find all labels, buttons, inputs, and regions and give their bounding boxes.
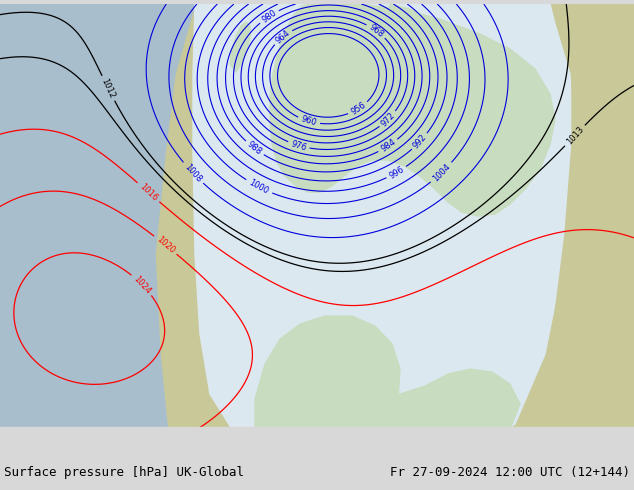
Text: 1000: 1000 bbox=[247, 178, 270, 196]
Text: 988: 988 bbox=[245, 140, 264, 157]
Text: 968: 968 bbox=[367, 23, 385, 39]
Text: 984: 984 bbox=[379, 138, 398, 154]
Text: 1013: 1013 bbox=[564, 125, 585, 147]
Polygon shape bbox=[230, 22, 250, 72]
Text: 996: 996 bbox=[387, 165, 406, 180]
Text: 960: 960 bbox=[300, 115, 318, 128]
Polygon shape bbox=[255, 316, 400, 454]
Polygon shape bbox=[193, 4, 575, 454]
Text: 1024: 1024 bbox=[132, 274, 152, 295]
Text: 956: 956 bbox=[349, 100, 368, 117]
Polygon shape bbox=[515, 4, 634, 454]
Polygon shape bbox=[387, 4, 465, 106]
Polygon shape bbox=[262, 369, 520, 454]
Text: 976: 976 bbox=[290, 139, 308, 152]
Text: 964: 964 bbox=[274, 28, 292, 46]
Text: 980: 980 bbox=[260, 8, 278, 24]
Bar bbox=[0, 427, 634, 455]
Polygon shape bbox=[270, 4, 555, 216]
Text: 1012: 1012 bbox=[100, 77, 117, 100]
Polygon shape bbox=[0, 4, 195, 454]
Text: 1008: 1008 bbox=[183, 162, 204, 184]
Text: 1004: 1004 bbox=[431, 162, 452, 183]
Text: 1020: 1020 bbox=[2, 426, 24, 445]
Text: Surface pressure [hPa] UK-Global: Surface pressure [hPa] UK-Global bbox=[4, 466, 244, 479]
Text: 1016: 1016 bbox=[138, 182, 159, 203]
Text: 992: 992 bbox=[411, 133, 429, 150]
Text: Fr 27-09-2024 12:00 UTC (12+144): Fr 27-09-2024 12:00 UTC (12+144) bbox=[390, 466, 630, 479]
Text: 972: 972 bbox=[379, 110, 397, 128]
Text: 1020: 1020 bbox=[155, 235, 176, 255]
